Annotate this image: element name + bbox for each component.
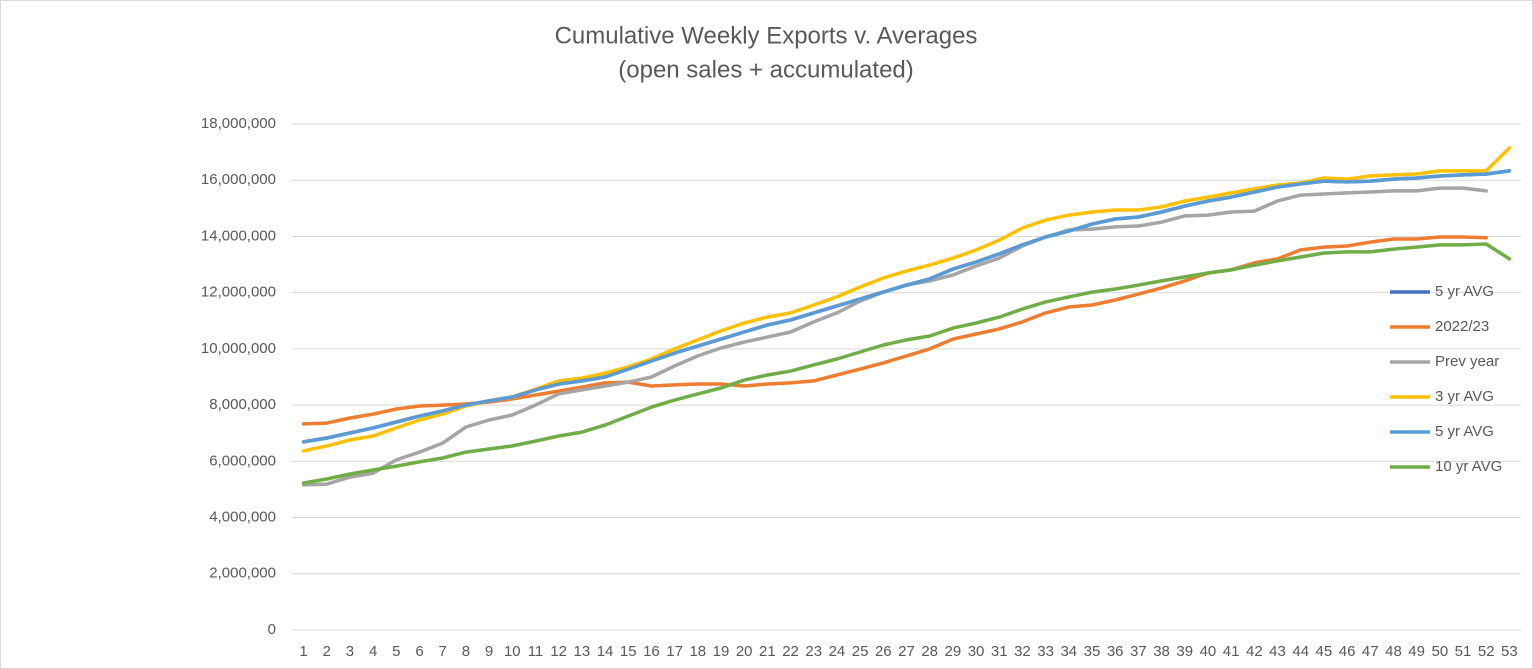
x-tick-label: 12 [550, 643, 567, 660]
y-tick-label: 10,000,000 [201, 340, 276, 357]
legend-label: 5 yr AVG [1435, 423, 1494, 440]
x-tick-label: 53 [1501, 643, 1518, 660]
y-tick-label: 8,000,000 [209, 396, 276, 413]
x-tick-label: 5 [392, 643, 400, 660]
x-tick-label: 8 [462, 643, 470, 660]
x-tick-label: 25 [852, 643, 869, 660]
x-tick-label: 30 [968, 643, 985, 660]
x-tick-label: 39 [1176, 643, 1193, 660]
x-tick-label: 34 [1060, 643, 1077, 660]
x-tick-label: 43 [1269, 643, 1286, 660]
x-tick-label: 3 [346, 643, 354, 660]
y-tick-label: 4,000,000 [209, 509, 276, 526]
x-tick-label: 22 [782, 643, 799, 660]
x-tick-label: 51 [1455, 643, 1472, 660]
x-tick-label: 9 [485, 643, 493, 660]
y-tick-label: 6,000,000 [209, 452, 276, 469]
x-tick-label: 32 [1014, 643, 1031, 660]
y-tick-label: 12,000,000 [201, 284, 276, 301]
legend-label: 10 yr AVG [1435, 458, 1502, 475]
legend-label: 5 yr AVG [1435, 283, 1494, 300]
x-tick-label: 44 [1292, 643, 1309, 660]
x-tick-label: 45 [1316, 643, 1333, 660]
x-tick-label: 2 [323, 643, 331, 660]
x-tick-label: 18 [689, 643, 706, 660]
y-tick-label: 0 [268, 621, 276, 638]
x-tick-label: 28 [921, 643, 938, 660]
x-tick-label: 37 [1130, 643, 1147, 660]
x-tick-label: 40 [1200, 643, 1217, 660]
x-tick-label: 24 [829, 643, 846, 660]
x-tick-label: 21 [759, 643, 776, 660]
x-tick-label: 20 [736, 643, 753, 660]
x-tick-label: 14 [597, 643, 614, 660]
x-tick-label: 1 [299, 643, 307, 660]
x-tick-label: 27 [898, 643, 915, 660]
x-tick-label: 36 [1107, 643, 1124, 660]
x-tick-label: 38 [1153, 643, 1170, 660]
x-tick-label: 26 [875, 643, 892, 660]
x-tick-label: 15 [620, 643, 637, 660]
x-tick-label: 16 [643, 643, 660, 660]
x-tick-label: 4 [369, 643, 377, 660]
y-tick-label: 16,000,000 [201, 171, 276, 188]
x-tick-label: 23 [805, 643, 822, 660]
x-tick-label: 35 [1084, 643, 1101, 660]
x-tick-label: 10 [504, 643, 521, 660]
legend-label: 2022/23 [1435, 318, 1489, 335]
x-tick-label: 46 [1339, 643, 1356, 660]
x-tick-label: 19 [713, 643, 730, 660]
x-tick-label: 29 [945, 643, 962, 660]
x-tick-label: 33 [1037, 643, 1054, 660]
chart-subtitle: (open sales + accumulated) [618, 56, 914, 83]
y-tick-label: 2,000,000 [209, 565, 276, 582]
x-tick-label: 17 [666, 643, 683, 660]
series-line [301, 242, 1512, 485]
x-tick-label: 31 [991, 643, 1008, 660]
x-tick-label: 11 [528, 643, 544, 660]
x-tick-label: 47 [1362, 643, 1379, 660]
chart-title: Cumulative Weekly Exports v. Averages [555, 22, 978, 49]
x-tick-label: 48 [1385, 643, 1402, 660]
x-tick-label: 7 [439, 643, 447, 660]
x-tick-label: 6 [415, 643, 423, 660]
y-tick-label: 18,000,000 [201, 115, 276, 132]
x-tick-label: 42 [1246, 643, 1263, 660]
legend-label: Prev year [1435, 353, 1499, 370]
x-tick-label: 13 [574, 643, 591, 660]
x-tick-label: 49 [1408, 643, 1425, 660]
y-tick-label: 14,000,000 [201, 227, 276, 244]
legend-label: 3 yr AVG [1435, 388, 1494, 405]
x-tick-label: 52 [1478, 643, 1495, 660]
x-tick-label: 41 [1223, 643, 1240, 660]
series-line [301, 169, 1512, 444]
x-tick-label: 50 [1431, 643, 1448, 660]
